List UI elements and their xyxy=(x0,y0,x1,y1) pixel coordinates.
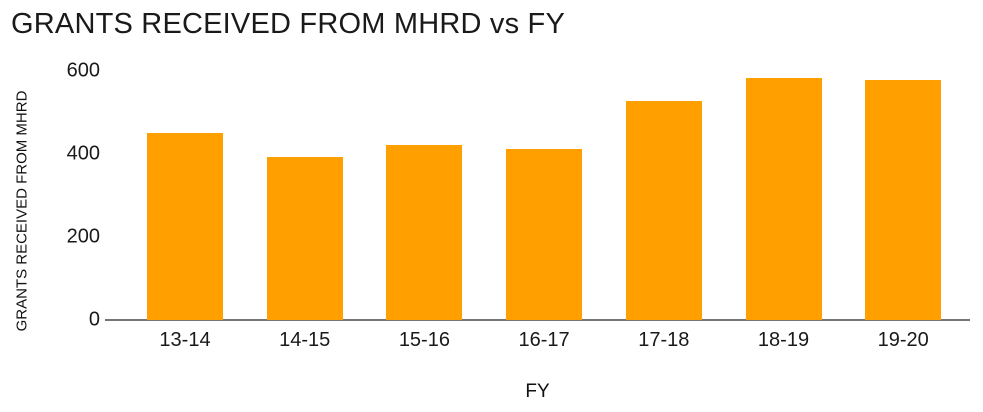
y-tick-label: 400 xyxy=(66,142,100,165)
x-axis-line xyxy=(105,319,970,321)
y-axis-title: GRANTS RECEIVED FROM MHRD xyxy=(13,90,31,332)
x-tick-label: 14-15 xyxy=(279,329,331,351)
x-axis-title: FY xyxy=(525,381,550,402)
x-tick-label: 16-17 xyxy=(518,329,570,351)
bar xyxy=(266,156,343,320)
chart-title: GRANTS RECEIVED FROM MHRD vs FY xyxy=(11,8,565,40)
x-tick-label: 13-14 xyxy=(159,329,211,351)
bar xyxy=(147,133,223,320)
bar xyxy=(625,100,702,320)
bar xyxy=(506,149,583,320)
x-tick-label: 17-18 xyxy=(638,329,690,351)
y-tick-label: 200 xyxy=(66,225,100,248)
x-tick-label: 18-19 xyxy=(757,329,810,351)
bar xyxy=(745,78,822,320)
bar xyxy=(865,80,942,320)
y-tick-label: 0 xyxy=(88,308,100,331)
x-tick-label: 15-16 xyxy=(398,329,450,351)
y-tick-label: 600 xyxy=(66,59,100,82)
bar xyxy=(386,145,463,320)
x-tick-label: 19-20 xyxy=(877,329,929,351)
